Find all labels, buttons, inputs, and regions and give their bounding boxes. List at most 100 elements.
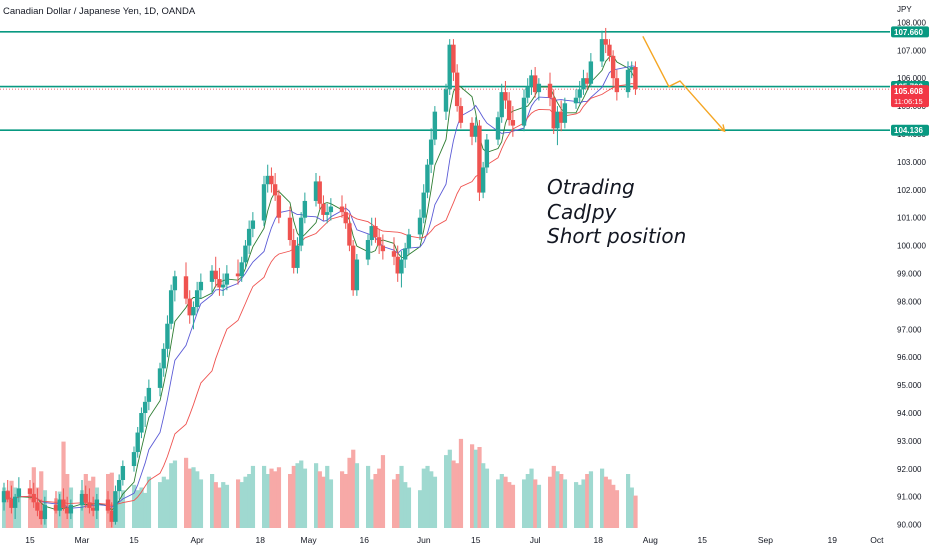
moving-average-line <box>3 83 636 506</box>
candle <box>194 281 200 313</box>
candle-body <box>373 226 378 238</box>
volume-bar <box>403 482 408 528</box>
volume-bar <box>425 465 430 528</box>
candle <box>417 209 423 241</box>
volume-bar <box>191 467 196 528</box>
volume-bar <box>551 465 556 528</box>
candle-body <box>406 234 412 249</box>
level-price-label-text: 107.660 <box>894 28 923 37</box>
time-axis[interactable]: 15 Mar 15 Apr 18 May 16 Jun 15 Jul 18 Aug 15 Sep 19 Oct <box>25 535 884 545</box>
candle <box>380 234 386 260</box>
candle-body <box>573 97 579 104</box>
candle <box>113 485 118 525</box>
candle <box>317 175 322 210</box>
candle-body <box>113 491 118 522</box>
volume-bar <box>295 463 300 528</box>
volume-bar <box>276 467 282 528</box>
time-tick-label: 15 <box>471 535 481 545</box>
candle-body <box>90 507 96 511</box>
candle-body <box>42 505 48 520</box>
volume-bar <box>321 476 326 528</box>
candle-body <box>87 502 92 508</box>
candle <box>35 488 40 517</box>
volume-bar <box>366 465 371 528</box>
candle-body <box>532 75 538 93</box>
volume-bar <box>302 468 308 528</box>
candle-body <box>9 499 14 508</box>
time-tick-label: May <box>301 535 318 545</box>
time-tick-label: 15 <box>25 535 35 545</box>
candle-body <box>139 413 144 433</box>
candle <box>142 396 148 427</box>
candle <box>477 120 482 201</box>
time-tick-label: Mar <box>75 535 90 545</box>
volume-bar <box>247 474 252 528</box>
candle <box>250 212 256 238</box>
candle-body <box>495 117 501 140</box>
candle <box>90 496 96 517</box>
candle-body <box>276 195 282 218</box>
candle <box>265 164 270 193</box>
candle <box>302 192 308 224</box>
candle-body <box>1 491 7 503</box>
candle-body <box>484 139 490 168</box>
candle-body <box>347 223 352 246</box>
volume-bar <box>269 468 274 528</box>
candle <box>105 491 111 514</box>
level-price-label-bg <box>891 124 929 136</box>
volume-bar <box>477 447 482 528</box>
price-tick-label: 93.000 <box>897 437 922 446</box>
candle-body <box>328 206 334 213</box>
candle <box>547 72 553 107</box>
candle-body <box>633 67 638 90</box>
candle-body <box>131 452 137 467</box>
candle-body <box>287 217 293 241</box>
candle <box>499 83 504 123</box>
candle-body <box>61 499 66 508</box>
candle-body <box>35 502 40 511</box>
candle-body <box>191 306 196 316</box>
volume-bar <box>16 491 22 528</box>
volume-bar <box>236 479 241 528</box>
level-price-label-bg <box>891 26 929 38</box>
candle <box>532 67 538 98</box>
volume-bar <box>146 476 152 528</box>
volume-bar <box>135 490 140 528</box>
candle-body <box>503 92 508 101</box>
candle-body <box>68 505 74 514</box>
candle-body <box>105 499 111 511</box>
volume-bar <box>120 490 126 528</box>
volume-bar <box>614 490 620 528</box>
candle <box>521 89 527 132</box>
volume-bar <box>577 484 582 528</box>
candle-body <box>588 61 594 84</box>
volume-bar <box>574 482 579 528</box>
candle <box>599 30 605 68</box>
candle <box>269 167 274 193</box>
volume-bar <box>585 474 590 528</box>
candle <box>443 83 449 121</box>
candle-body <box>83 493 88 503</box>
volume-bar <box>510 484 516 528</box>
volume-bar <box>458 438 464 528</box>
candle <box>321 195 326 221</box>
symbol-title[interactable]: Canadian Dollar / Japanese Yen, 1D, OAND… <box>3 6 196 17</box>
candle-body <box>187 298 192 316</box>
moving-averages <box>3 55 636 511</box>
candle-body <box>395 256 400 274</box>
candle <box>562 97 568 129</box>
volume-bar <box>217 487 222 528</box>
price-tick-label: 106.000 <box>897 74 926 83</box>
volume-bar <box>525 474 530 528</box>
candle <box>558 100 564 132</box>
candle-body <box>376 237 382 246</box>
candle-body <box>432 111 438 140</box>
candle <box>120 460 126 486</box>
candle-body <box>499 92 504 118</box>
candle <box>525 78 530 104</box>
candle <box>369 217 374 246</box>
price-tick-label: 97.000 <box>897 325 922 334</box>
volume-bar <box>250 465 256 528</box>
current-price-bg <box>891 85 929 108</box>
